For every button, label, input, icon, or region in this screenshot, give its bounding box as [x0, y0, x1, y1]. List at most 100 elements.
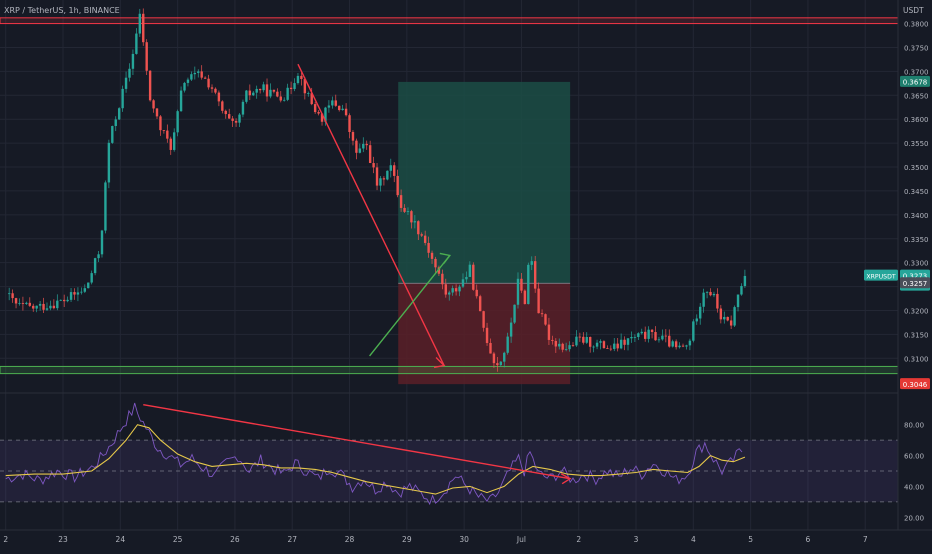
- candle-body: [372, 163, 375, 168]
- candle-body: [513, 304, 516, 323]
- candle-body: [265, 84, 269, 97]
- price-axis[interactable]: 0.3800 0.3750 0.3700 0.3650 0.3600 0.3550 0.35…: [904, 21, 929, 364]
- candle-body: [190, 74, 193, 80]
- rsi-tick-label: 80.00: [904, 422, 924, 430]
- candle-body: [111, 126, 114, 143]
- candle-body: [11, 293, 14, 299]
- candle-body: [564, 349, 568, 350]
- time-tick-label: 30: [459, 535, 469, 544]
- candle-body: [472, 264, 475, 290]
- candle-body: [688, 340, 692, 346]
- downtrend-line: [297, 63, 445, 366]
- candle-body: [503, 352, 506, 362]
- candle-body: [128, 68, 131, 78]
- candle-body: [561, 343, 564, 350]
- candle-body: [492, 353, 496, 364]
- candle-body: [214, 88, 217, 93]
- candle-body: [334, 100, 337, 106]
- candle-body: [276, 91, 279, 97]
- candle-body: [317, 112, 320, 114]
- candle-body: [736, 294, 740, 308]
- candle-body: [49, 305, 52, 309]
- candle-body: [537, 288, 540, 314]
- candle-body: [279, 96, 282, 101]
- candle-body: [93, 258, 97, 274]
- candle-body: [420, 234, 423, 236]
- rsi-divergence-line: [143, 403, 571, 480]
- candle-body: [121, 88, 124, 109]
- candle-body: [258, 88, 262, 91]
- candle-body: [489, 342, 492, 354]
- candle-body: [571, 345, 575, 346]
- candle-body: [186, 79, 190, 83]
- candle-body: [348, 115, 351, 133]
- candle-body: [245, 90, 248, 102]
- candle-body: [320, 113, 324, 122]
- rsi-tick-label: 20.00: [904, 514, 924, 522]
- candle-body: [300, 75, 303, 80]
- price-tick-label: 0.3100: [904, 355, 929, 363]
- price-tick-label: 0.3300: [904, 260, 929, 268]
- time-tick-label: 25: [173, 535, 183, 544]
- candle-body: [454, 288, 458, 292]
- candle-body: [193, 72, 197, 75]
- candle-body: [506, 336, 509, 353]
- candle-body: [224, 110, 227, 115]
- candle-body: [145, 42, 148, 71]
- candle-body: [643, 331, 647, 339]
- candle-body: [582, 336, 585, 343]
- candle-body: [668, 335, 671, 347]
- candle-body: [588, 336, 592, 347]
- entry-price-label-bg: [900, 277, 930, 289]
- candle-body: [7, 293, 11, 295]
- candle-body: [355, 140, 358, 153]
- candle-body: [62, 299, 66, 302]
- candle-body: [142, 13, 145, 43]
- price-tick-label: 0.3200: [904, 307, 929, 315]
- candle-body: [427, 242, 430, 253]
- candle-body: [375, 167, 379, 186]
- candle-body: [162, 130, 166, 131]
- candle-body: [458, 286, 461, 292]
- candle-body: [729, 320, 733, 326]
- candle-body: [210, 87, 214, 89]
- candle-body: [671, 341, 674, 347]
- candle-body: [647, 329, 650, 339]
- candle-body: [148, 70, 152, 101]
- candle-body: [654, 332, 657, 341]
- candle-body: [544, 314, 547, 325]
- candle-body: [32, 305, 35, 309]
- time-axis[interactable]: 2 23 24 25 26 27 28 29 30 Jul 2 3 4 5 6 7: [3, 535, 868, 544]
- candle-body: [14, 298, 18, 304]
- candle-body: [221, 101, 224, 111]
- time-tick-label: 28: [345, 535, 355, 544]
- candle-body: [430, 252, 434, 259]
- uptrend-arrowhead: [439, 252, 452, 264]
- candle-body: [461, 279, 465, 287]
- time-tick-label: 24: [116, 535, 126, 544]
- candle-body: [606, 348, 609, 349]
- time-tick-label: 6: [806, 535, 811, 544]
- position-zones: [398, 81, 571, 385]
- candle-body: [365, 143, 368, 146]
- candle-body: [740, 286, 743, 295]
- candle-body: [723, 316, 726, 320]
- candle-body: [296, 75, 300, 84]
- candle-body: [21, 303, 25, 304]
- candle-body: [681, 345, 685, 347]
- candle-body: [252, 92, 255, 96]
- candle-body: [238, 114, 241, 123]
- candle-body: [52, 305, 56, 309]
- candle-body: [674, 341, 678, 348]
- price-tick-label: 0.3150: [904, 331, 929, 339]
- candle-body: [650, 329, 654, 333]
- candle-body: [496, 363, 499, 366]
- candle-body: [228, 114, 231, 119]
- candle-body: [530, 261, 533, 265]
- candle-body: [410, 211, 413, 223]
- candle-body: [169, 138, 172, 150]
- candle-body: [107, 142, 111, 183]
- time-tick-label: 4: [691, 535, 696, 544]
- candle-body: [406, 211, 410, 212]
